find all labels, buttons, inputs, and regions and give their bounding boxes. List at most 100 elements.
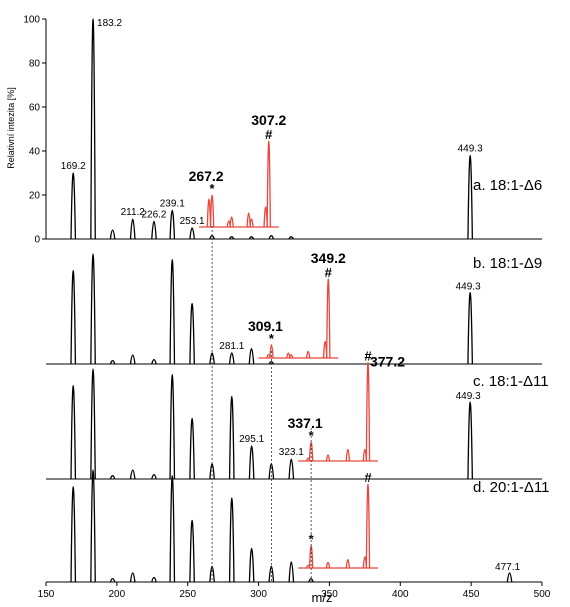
spectrum-peak bbox=[248, 236, 255, 240]
inset-peak bbox=[269, 344, 274, 359]
spectrum-panel-2: 281.1 449.3 * #309.1 349.2 b. 18:1-Δ9 bbox=[46, 250, 542, 365]
spectrum-panel-4: 477.1 * # d. 20:1-Δ11 bbox=[46, 469, 549, 583]
inset-peak bbox=[266, 140, 272, 228]
dotted-guide-lines bbox=[211, 226, 312, 582]
y-axis: 0 20 40 60 80 100 bbox=[23, 15, 47, 246]
peak-label: 477.1 bbox=[495, 562, 520, 573]
panel-label: c. 18:1-Δ11 bbox=[473, 373, 549, 390]
spectrum-peak bbox=[189, 303, 195, 365]
y-axis-title: Relativní intezita [%] bbox=[6, 87, 16, 169]
peak-label: 323.1 bbox=[279, 447, 304, 458]
star-marker: * bbox=[269, 331, 275, 346]
spectrum-peak bbox=[308, 577, 314, 583]
peak-label: 239.1 bbox=[160, 198, 185, 209]
spectrum-peak bbox=[268, 361, 275, 365]
hash-marker: # bbox=[265, 127, 273, 142]
x-tick-label: 200 bbox=[109, 589, 126, 600]
x-tick-label: 450 bbox=[463, 589, 480, 600]
spectrum-peak bbox=[169, 475, 176, 583]
y-tick-label: 40 bbox=[29, 147, 41, 158]
spectrum-peak bbox=[189, 418, 195, 480]
inset-star-label: 337.1 bbox=[288, 415, 323, 431]
y-tick-label: 0 bbox=[34, 235, 40, 246]
y-tick-label: 100 bbox=[23, 15, 40, 26]
spectrum-peak bbox=[268, 235, 275, 240]
spectrum-peak bbox=[151, 220, 157, 240]
spectrum-peak bbox=[248, 445, 255, 480]
spectrum-peak bbox=[467, 291, 474, 365]
spectrum-peak bbox=[129, 469, 136, 480]
inset-peak bbox=[325, 561, 331, 569]
hash-marker: # bbox=[364, 348, 372, 363]
spectrum-peak bbox=[151, 358, 157, 365]
spectrum-panel-3: 295.1 323.1 449.3 * #337.1 377.2 c. 18:1-Δ11 bbox=[46, 348, 549, 480]
spectrum-peak bbox=[109, 360, 116, 365]
star-marker: * bbox=[210, 181, 216, 196]
spectra-panels: 169.2183.2211.2226.2239.1253.1449.3*#267… bbox=[46, 18, 549, 583]
zoom-inset: * #267.2 307.2 bbox=[189, 112, 286, 228]
spectrum-peak bbox=[90, 18, 96, 240]
y-tick-label: 80 bbox=[29, 59, 41, 70]
spectrum-peak bbox=[169, 210, 176, 240]
inset-peak bbox=[325, 454, 331, 462]
spectrum-peak bbox=[109, 229, 116, 240]
inset-peak bbox=[365, 362, 371, 462]
inset-hash-label: 377.2 bbox=[370, 353, 405, 369]
spectrum-peak bbox=[189, 520, 195, 583]
spectrum-peak bbox=[90, 469, 96, 583]
inset-peak bbox=[209, 194, 215, 228]
x-axis: 150 200 250 300 350 400 450 500 bbox=[38, 582, 551, 600]
peak-label: 281.1 bbox=[219, 341, 244, 352]
peak-label: 295.1 bbox=[239, 434, 264, 445]
hash-marker: # bbox=[325, 265, 333, 280]
spectrum-peak bbox=[151, 473, 157, 480]
spectrum-peak bbox=[228, 396, 235, 480]
peak-label: 183.2 bbox=[97, 18, 122, 29]
inset-star-label: 309.1 bbox=[248, 318, 283, 334]
panel-label: d. 20:1-Δ11 bbox=[473, 479, 549, 496]
peak-label: 449.3 bbox=[456, 282, 481, 293]
y-tick-label: 60 bbox=[29, 103, 41, 114]
spectrum-peak bbox=[248, 547, 255, 583]
star-marker: * bbox=[309, 428, 315, 443]
hash-marker: # bbox=[364, 470, 372, 485]
peak-label: 211.2 bbox=[121, 207, 146, 218]
panel-label: a. 18:1-Δ6 bbox=[473, 177, 542, 194]
spectrum-peak bbox=[467, 155, 474, 240]
inset-peak bbox=[288, 354, 294, 359]
inset-peak bbox=[229, 216, 234, 228]
inset-hash-label: 307.2 bbox=[251, 112, 286, 128]
y-tick-label: 20 bbox=[29, 191, 41, 202]
inset-peak bbox=[365, 483, 371, 569]
spectrum-peak bbox=[248, 347, 255, 365]
spectrum-peak bbox=[189, 227, 195, 240]
inset-peak bbox=[249, 218, 254, 228]
peak-label: 226.2 bbox=[141, 209, 166, 220]
spectrum-peak bbox=[151, 576, 157, 583]
spectrum-peak bbox=[169, 259, 176, 365]
x-tick-label: 350 bbox=[321, 589, 338, 600]
spectrum-peak bbox=[90, 253, 96, 365]
peak-label: 449.3 bbox=[458, 143, 483, 154]
peak-label: 449.3 bbox=[456, 391, 481, 402]
spectrum-peak bbox=[209, 352, 215, 365]
x-tick-label: 150 bbox=[38, 589, 55, 600]
x-axis-title: m/z bbox=[312, 590, 333, 605]
spectrum-peak bbox=[228, 497, 235, 583]
spectrum-peak bbox=[129, 572, 136, 583]
x-tick-label: 500 bbox=[534, 589, 551, 600]
spectrum-peak bbox=[288, 236, 294, 240]
star-marker: * bbox=[309, 532, 315, 547]
spectrum-peak bbox=[109, 475, 116, 480]
peak-label: 253.1 bbox=[180, 216, 205, 227]
spectrum-peak bbox=[129, 218, 136, 240]
spectrum-peak bbox=[90, 368, 96, 480]
spectrum-peak bbox=[169, 374, 176, 480]
zoom-inset: * #337.1 377.2 bbox=[288, 348, 405, 462]
panel-label: b. 18:1-Δ9 bbox=[473, 255, 542, 272]
inset-peak bbox=[308, 441, 314, 462]
zoom-inset: * #309.1 349.2 bbox=[248, 250, 346, 359]
spectrum-peak bbox=[70, 486, 77, 583]
